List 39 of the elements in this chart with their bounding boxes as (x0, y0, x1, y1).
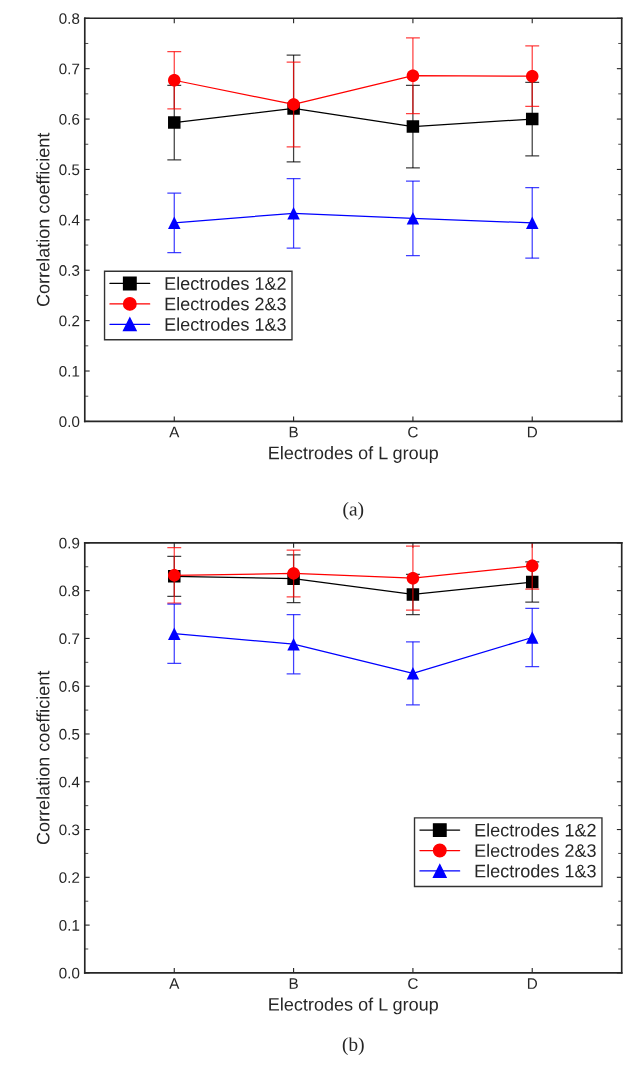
y-tick-label: 0.0 (59, 416, 80, 428)
x-tick-label: B (289, 978, 298, 989)
y-tick-label: 0.7 (59, 63, 80, 75)
x-tick-label: D (527, 978, 538, 989)
y-tick-label: 0.2 (59, 315, 80, 327)
y-tick-label: 0.4 (59, 776, 80, 788)
x-axis-title: Electrodes of L group (269, 997, 438, 1015)
legend-label: Electrodes 1&2 (475, 823, 596, 837)
y-tick-label: 0.4 (59, 214, 80, 226)
x-tick-label: B (289, 426, 298, 438)
x-tick-label: A (169, 978, 180, 989)
y-axis-title: Correlation coefficient (36, 670, 50, 845)
y-tick-label: 0.1 (59, 365, 80, 377)
y-tick-label: 0.8 (59, 585, 80, 597)
y-axis-title: Correlation coefficient (36, 132, 50, 307)
legend-label: Electrodes 2&3 (165, 297, 286, 311)
x-axis-title: Electrodes of L group (269, 446, 438, 463)
y-tick-label: 0.2 (59, 872, 80, 884)
y-tick-label: 0.3 (59, 824, 80, 836)
x-tick-label: D (527, 426, 538, 438)
y-tick-label: 0.6 (59, 113, 80, 125)
y-tick-label: 0.3 (59, 265, 80, 276)
y-tick-label: 0.9 (59, 537, 80, 549)
y-tick-label: 0.6 (59, 681, 80, 692)
text: (b) (342, 1037, 364, 1056)
y-tick-label: 0.8 (59, 13, 80, 24)
x-tick-label: A (169, 426, 180, 438)
legend-label: Electrodes 1&3 (165, 317, 286, 331)
legend-label: Electrodes 1&2 (165, 276, 286, 290)
y-tick-label: 0.7 (59, 633, 80, 645)
y-tick-label: 0.0 (59, 967, 80, 979)
x-tick-label: C (408, 426, 418, 438)
y-tick-label: 0.1 (59, 919, 80, 931)
y-tick-label: 0.5 (59, 164, 80, 176)
text: (a) (343, 502, 364, 520)
legend-label: Electrodes 1&3 (475, 864, 596, 878)
y-tick-label: 0.5 (59, 728, 80, 740)
legend-label: Electrodes 2&3 (475, 843, 596, 858)
x-tick-label: C (408, 978, 418, 989)
